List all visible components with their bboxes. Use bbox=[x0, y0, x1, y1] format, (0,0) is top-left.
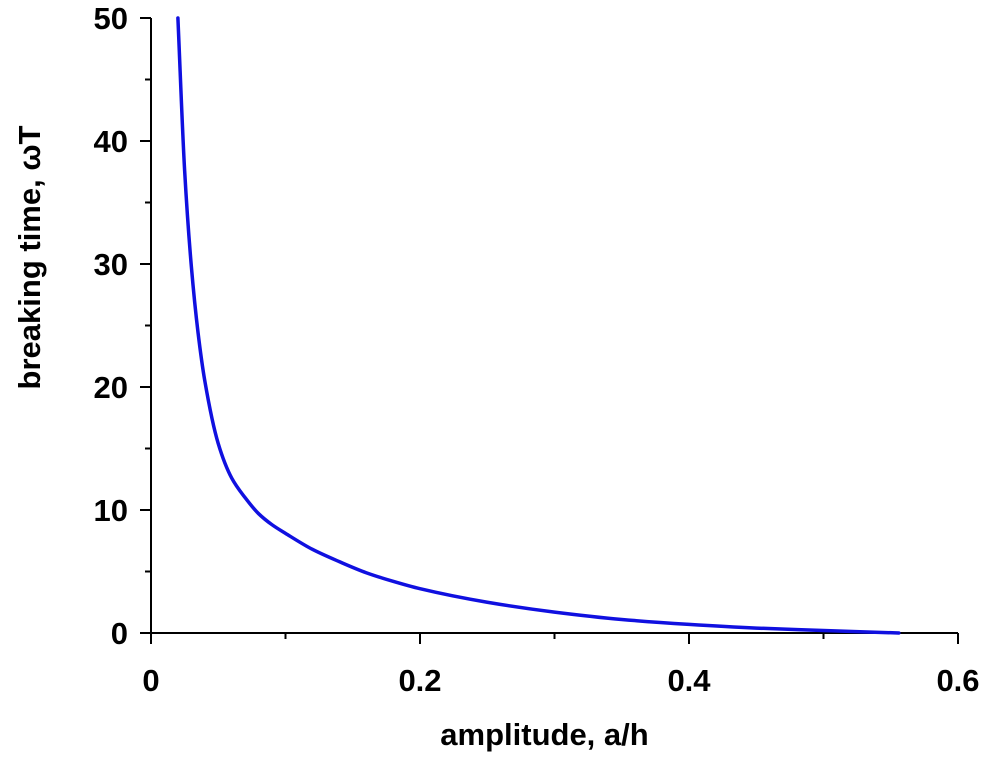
y-tick-label: 50 bbox=[94, 1, 128, 36]
x-tick-label: 0.2 bbox=[398, 663, 441, 698]
x-tick-label: 0.4 bbox=[667, 663, 711, 698]
ticks bbox=[140, 17, 959, 644]
y-tick-label: 0 bbox=[111, 616, 128, 651]
axes bbox=[150, 18, 958, 634]
y-tick-label: 30 bbox=[94, 247, 128, 282]
tick-labels: 0 0.2 0.4 0.6 0 10 20 30 40 50 bbox=[94, 1, 980, 698]
series-line bbox=[176, 16, 901, 635]
y-axis-title: breaking time, ωT bbox=[12, 125, 47, 389]
series-layer bbox=[176, 16, 901, 635]
y-tick-label: 10 bbox=[94, 493, 128, 528]
x-tick-label: 0.6 bbox=[936, 663, 979, 698]
x-axis-title: amplitude, a/h bbox=[440, 717, 648, 752]
y-tick-label: 40 bbox=[94, 124, 128, 159]
y-tick-label: 20 bbox=[94, 370, 128, 405]
x-tick-label: 0 bbox=[142, 663, 159, 698]
